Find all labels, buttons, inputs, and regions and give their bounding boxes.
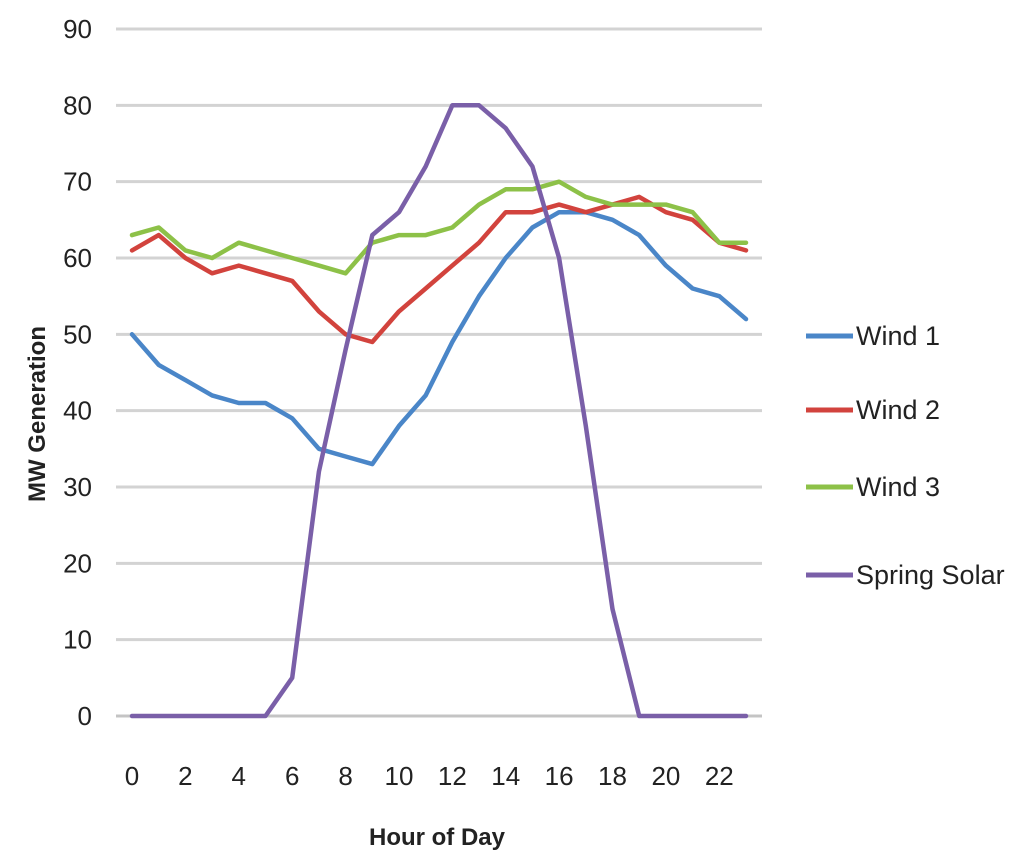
y-axis-title: MW Generation	[24, 326, 51, 502]
legend-item-spring-solar: Spring Solar	[806, 560, 1005, 590]
y-tick-label: 0	[78, 701, 92, 731]
y-tick-label: 20	[63, 548, 92, 578]
x-tick-label: 0	[125, 761, 139, 791]
y-tick-label: 70	[63, 167, 92, 197]
x-tick-label: 10	[384, 761, 413, 791]
legend-label: Wind 2	[856, 395, 940, 425]
legend-label: Spring Solar	[856, 560, 1005, 590]
legend-item-wind-1: Wind 1	[806, 321, 940, 351]
x-tick-label: 8	[338, 761, 352, 791]
x-axis-ticks: 0 2 4 6 8 10 12 14 16 18 20 22	[125, 761, 734, 791]
y-axis-ticks: 0 10 20 30 40 50 60 70 80 90	[63, 14, 92, 731]
legend-label: Wind 3	[856, 472, 940, 502]
series-line-spring-solar	[129, 103, 749, 719]
x-tick-label: 6	[285, 761, 299, 791]
y-tick-label: 40	[63, 396, 92, 426]
series-line-wind-3	[129, 179, 749, 276]
y-tick-label: 80	[63, 90, 92, 120]
legend-item-wind-2: Wind 2	[806, 395, 940, 425]
legend-item-wind-3: Wind 3	[806, 472, 940, 502]
plot-area	[129, 103, 749, 719]
x-tick-label: 22	[705, 761, 734, 791]
series-line-wind-2	[129, 194, 749, 345]
x-tick-label: 14	[491, 761, 520, 791]
gridlines	[116, 27, 762, 718]
x-tick-label: 18	[598, 761, 627, 791]
x-tick-label: 4	[232, 761, 246, 791]
x-tick-label: 20	[651, 761, 680, 791]
y-tick-label: 10	[63, 625, 92, 655]
x-tick-label: 16	[545, 761, 574, 791]
y-tick-label: 90	[63, 14, 92, 44]
y-tick-label: 30	[63, 472, 92, 502]
legend-label: Wind 1	[856, 321, 940, 351]
x-axis-title: Hour of Day	[369, 824, 506, 851]
series-line-wind-1	[129, 209, 749, 467]
y-tick-label: 60	[63, 243, 92, 273]
y-tick-label: 50	[63, 319, 92, 349]
x-tick-label: 2	[178, 761, 192, 791]
legend: Wind 1 Wind 2 Wind 3 Spring Solar	[806, 321, 1005, 590]
x-tick-label: 12	[438, 761, 467, 791]
